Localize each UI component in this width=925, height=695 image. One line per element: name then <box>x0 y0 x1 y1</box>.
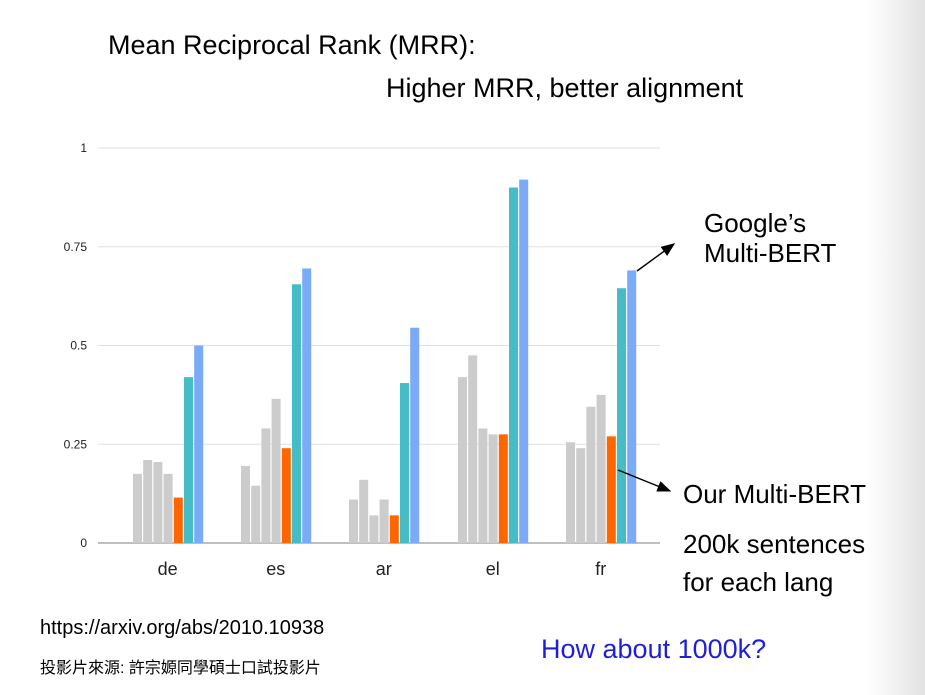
bar-fr-gray <box>586 406 596 543</box>
bar-es-teal <box>292 284 301 543</box>
bar-de-gray <box>163 473 173 543</box>
slide-credit: 投影片來源: 許宗嫄同學碩士口試投影片 <box>40 660 321 677</box>
google-annotation-arrow <box>636 243 676 272</box>
bar-el-google <box>519 179 529 543</box>
bar-el-gray <box>488 434 498 543</box>
bar-el-gray <box>458 377 467 543</box>
training-data-line-1: 200k sentences <box>683 529 866 559</box>
slide-edge-shadow <box>865 0 925 695</box>
bar-es-google <box>302 268 312 543</box>
bar-ar-gray <box>379 499 389 543</box>
x-tick-label-es: es <box>266 559 285 579</box>
training-data-line-2: for each lang <box>683 567 834 597</box>
slide-subtitle: Higher MRR, better alignment <box>386 73 744 103</box>
bar-es-gray <box>241 465 250 543</box>
y-tick-label: 0.75 <box>64 240 88 254</box>
bar-es-gray <box>261 428 271 543</box>
bar-fr-gray <box>576 448 586 543</box>
y-tick-label: 0.25 <box>64 437 88 451</box>
bar-de-teal <box>184 377 193 543</box>
google-multibert-annotation: Google’s Multi-BERT <box>704 208 836 268</box>
bar-el-gray <box>468 355 478 543</box>
bar-ar-gray <box>369 515 379 543</box>
our-multibert-annotation: Our Multi-BERT <box>683 479 866 509</box>
bar-de-google <box>194 345 204 543</box>
bar-de-gray <box>133 473 142 543</box>
bar-fr-gray <box>596 394 606 543</box>
bar-fr-google <box>627 270 637 543</box>
bar-ar-gray <box>349 499 358 543</box>
google-annotation-line-1: Google’s <box>704 208 807 238</box>
training-data-annotation: 200k sentences for each lang <box>683 525 865 601</box>
question-text: How about 1000k? <box>541 634 767 664</box>
bar-el-teal <box>509 187 518 543</box>
bar-es-ours <box>281 448 291 543</box>
bar-fr-teal <box>617 288 626 543</box>
bar-ar-google <box>410 327 420 543</box>
ours-annotation-arrow <box>617 469 672 492</box>
x-tick-label-el: el <box>486 559 500 579</box>
bar-ar-teal <box>400 383 409 543</box>
y-tick-label: 1 <box>80 141 87 155</box>
bar-de-ours <box>173 497 183 543</box>
bar-es-gray <box>271 398 281 543</box>
bar-es-gray <box>251 485 261 543</box>
bar-ar-ours <box>389 515 399 543</box>
bar-fr-gray <box>566 442 575 543</box>
source-link[interactable]: https://arxiv.org/abs/2010.10938 <box>40 617 325 639</box>
bar-ar-gray <box>359 479 369 543</box>
google-annotation-line-2: Multi-BERT <box>704 238 837 268</box>
bar-de-gray <box>143 460 153 543</box>
bar-fr-ours <box>606 436 616 543</box>
y-tick-label: 0 <box>80 536 87 550</box>
x-tick-label-ar: ar <box>376 559 392 579</box>
y-tick-label: 0.5 <box>70 339 87 353</box>
slide-title: Mean Reciprocal Rank (MRR): <box>108 30 476 60</box>
x-tick-label-fr: fr <box>595 559 606 579</box>
bar-el-gray <box>478 428 488 543</box>
bar-de-gray <box>153 462 163 543</box>
x-tick-label-de: de <box>158 559 178 579</box>
bar-el-ours <box>498 434 508 543</box>
